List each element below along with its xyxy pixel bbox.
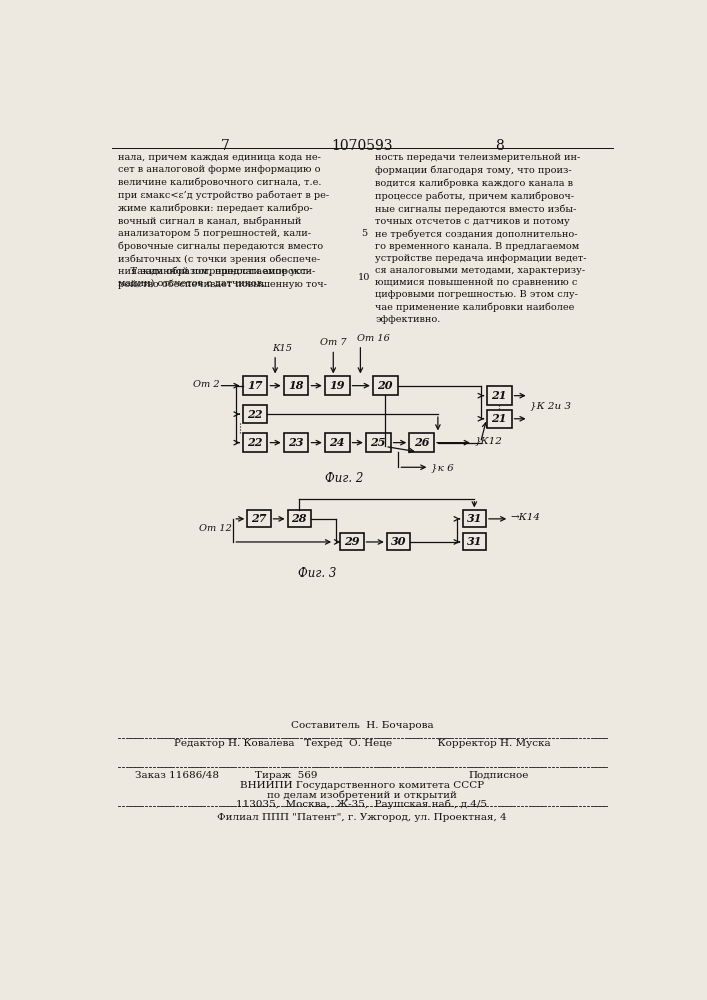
Text: Редактор Н. Ковалева   Техред  О. Неце              Корректор Н. Муска: Редактор Н. Ковалева Техред О. Неце Корр… [174,739,550,748]
Bar [288,510,311,527]
Text: }К12: }К12 [474,437,502,446]
Text: 29: 29 [344,536,360,547]
Text: 1070593: 1070593 [331,139,392,153]
Text: Фиг. 2: Фиг. 2 [325,472,363,485]
Text: 19: 19 [329,380,345,391]
Bar [325,433,349,452]
Bar [243,405,267,423]
Bar [284,376,308,395]
Text: 30: 30 [391,536,406,547]
Text: 24: 24 [329,437,345,448]
Text: ВНИИПИ Государственного комитета СССР: ВНИИПИ Государственного комитета СССР [240,781,484,790]
Bar [409,433,434,452]
Text: 20: 20 [378,380,393,391]
Bar [387,533,410,550]
Text: нала, причем каждая единица кода не-
сет в аналоговой форме информацию о
величин: нала, причем каждая единица кода не- сет… [118,153,329,288]
Text: 22: 22 [247,437,263,448]
Text: 27: 27 [251,513,267,524]
Text: 26: 26 [414,437,429,448]
Text: 17: 17 [247,380,263,391]
Bar [243,433,267,452]
Bar [373,376,397,395]
Text: →К14: →К14 [510,513,541,522]
Bar [486,386,512,405]
Text: 5: 5 [361,229,368,238]
Bar [243,376,267,395]
Bar [247,510,271,527]
Bar [462,510,486,527]
Bar [340,533,363,550]
Text: 25: 25 [370,437,386,448]
Bar [366,433,391,452]
Text: От 7: От 7 [320,338,346,347]
Bar [284,433,308,452]
Text: От 16: От 16 [357,334,390,343]
Text: Филиал ППП "Патент", г. Ужгород, ул. Проектная, 4: Филиал ППП "Патент", г. Ужгород, ул. Про… [217,813,507,822]
Text: }к 6: }к 6 [431,463,454,472]
Text: ность передачи телеизмерительной ин-
формации благодаря тому, что произ-
водится: ность передачи телеизмерительной ин- фор… [375,153,587,324]
Text: Фиг. 3: Фиг. 3 [298,567,337,580]
Text: 8: 8 [495,139,503,153]
Text: 21: 21 [491,413,507,424]
Text: 21: 21 [491,390,507,401]
Text: Заказ 11686/48: Заказ 11686/48 [135,771,219,780]
Text: К15: К15 [272,344,292,353]
Text: 31: 31 [467,536,482,547]
Text: 31: 31 [467,513,482,524]
Text: От 12: От 12 [199,524,232,533]
Text: 18: 18 [288,380,304,391]
Bar [462,533,486,550]
Bar [486,410,512,428]
Text: 22: 22 [247,409,263,420]
Text: Составитель  Н. Бочарова: Составитель Н. Бочарова [291,721,433,730]
Text: Подписное: Подписное [468,771,529,780]
Text: 7: 7 [221,139,230,153]
Text: 113035,  Москва,  Ж-35,  Раушская наб., д.4/5: 113035, Москва, Ж-35, Раушская наб., д.4… [236,800,487,809]
Text: Таким образом, предлагаемое уст-
ройство обеспечивает повышенную точ-: Таким образом, предлагаемое уст- ройство… [118,266,327,289]
Text: по делам изобретений и открытий: по делам изобретений и открытий [267,791,457,800]
Text: 23: 23 [288,437,304,448]
Text: От 2: От 2 [193,380,220,389]
Text: Тираж  569: Тираж 569 [255,771,317,780]
Text: 28: 28 [291,513,307,524]
Bar [325,376,349,395]
Text: 10: 10 [358,273,370,282]
Text: }К 2и 3: }К 2и 3 [530,401,571,410]
